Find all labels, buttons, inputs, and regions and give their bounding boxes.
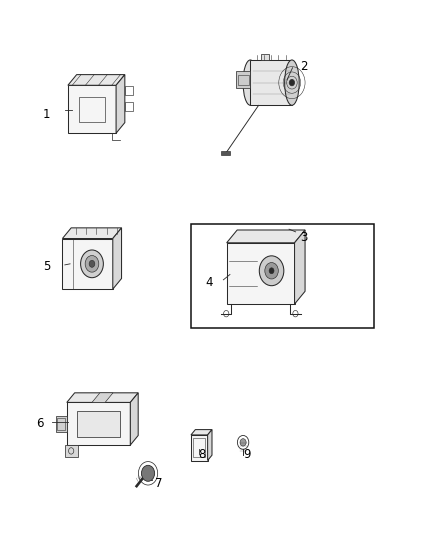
Polygon shape bbox=[237, 71, 251, 88]
Polygon shape bbox=[68, 75, 125, 85]
Circle shape bbox=[265, 263, 278, 279]
Text: 9: 9 bbox=[244, 448, 251, 461]
Polygon shape bbox=[261, 54, 269, 60]
Polygon shape bbox=[222, 151, 230, 156]
Circle shape bbox=[259, 256, 284, 286]
Polygon shape bbox=[63, 239, 113, 289]
Polygon shape bbox=[191, 430, 212, 435]
Polygon shape bbox=[67, 393, 138, 402]
Ellipse shape bbox=[243, 60, 258, 106]
Polygon shape bbox=[56, 416, 67, 432]
Text: 3: 3 bbox=[300, 231, 307, 244]
Polygon shape bbox=[63, 228, 122, 239]
Circle shape bbox=[81, 250, 103, 278]
Polygon shape bbox=[208, 430, 212, 461]
Polygon shape bbox=[227, 230, 305, 243]
Text: 8: 8 bbox=[198, 448, 205, 461]
Circle shape bbox=[289, 79, 294, 86]
Circle shape bbox=[141, 465, 155, 481]
Polygon shape bbox=[77, 410, 120, 437]
Circle shape bbox=[85, 255, 99, 272]
Polygon shape bbox=[191, 435, 208, 461]
Polygon shape bbox=[251, 60, 292, 106]
Text: 5: 5 bbox=[43, 260, 50, 273]
Polygon shape bbox=[67, 402, 131, 445]
Text: 2: 2 bbox=[300, 60, 307, 73]
Polygon shape bbox=[113, 228, 122, 289]
Text: 6: 6 bbox=[36, 417, 44, 430]
Polygon shape bbox=[65, 445, 78, 457]
Polygon shape bbox=[116, 75, 125, 133]
Ellipse shape bbox=[285, 60, 299, 106]
Circle shape bbox=[269, 268, 274, 274]
Circle shape bbox=[89, 260, 95, 267]
Polygon shape bbox=[294, 230, 305, 304]
Text: 4: 4 bbox=[205, 276, 212, 289]
Text: 1: 1 bbox=[43, 108, 50, 121]
Polygon shape bbox=[131, 393, 138, 445]
Polygon shape bbox=[227, 243, 294, 304]
Polygon shape bbox=[68, 85, 116, 133]
Text: 7: 7 bbox=[155, 478, 163, 490]
Polygon shape bbox=[92, 393, 113, 402]
Circle shape bbox=[240, 439, 246, 446]
